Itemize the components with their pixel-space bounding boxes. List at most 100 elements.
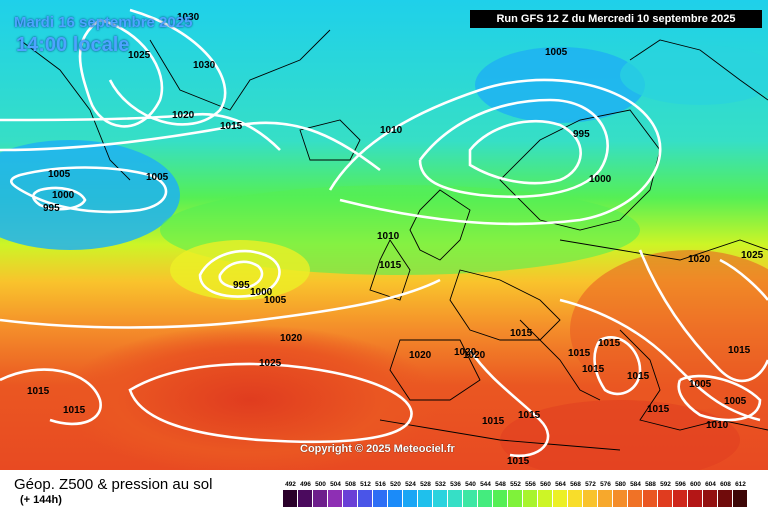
isobar-label: 1015 [568,348,591,359]
isobar-label: 1015 [728,345,751,356]
scale-tick-label: 540 [465,481,476,488]
isobar-label: 1005 [545,47,568,58]
isobar-label: 1015 [510,328,533,339]
isobar-label: 1005 [724,396,747,407]
isobar-label: 1015 [379,260,402,271]
isobar-label: 1015 [27,386,50,397]
isobar-label: 1000 [52,190,75,201]
isobar-995-west [31,186,87,211]
isobar-label: 1025 [128,50,151,61]
scale-tick-label: 592 [660,481,671,488]
isobar-label: 995 [233,280,250,291]
isobars [0,8,768,458]
isobar-label: 995 [573,129,590,140]
color-scale: 492 496 500 504 508 512 516 520 524 528 532 536 540 5… [283,481,747,507]
isobar-1025 [108,8,227,126]
forecast-map: 1030 1025 1030 1020 1015 1005 1000 995 1… [0,0,768,470]
isobar-label: 1020 [172,110,195,121]
isobar-label: 1015 [482,416,505,427]
isobar-1025-east [719,258,768,301]
isobar-label: 1020 [409,350,432,361]
scale-tick-label: 568 [570,481,581,488]
scale-tick-label: 528 [420,481,431,488]
high-area-southeast [500,400,740,470]
scale-tick-label: 532 [435,481,446,488]
isobar-1015-east [559,298,761,422]
isobar-label: 1025 [259,358,282,369]
high-core-southwest [60,325,440,470]
isobar-1000-north [468,119,582,185]
isobar-label: 1000 [589,174,612,185]
isobar-label: 1015 [598,338,621,349]
scale-swatch [673,490,687,507]
isobar-label: 1020 [463,350,486,361]
scale-tick-label: 524 [405,481,416,488]
scale-tick-label: 552 [510,481,521,488]
low-area-northeast [620,45,768,105]
scale-swatch [328,490,342,507]
scale-swatch [538,490,552,507]
legend-title: Géop. Z500 & pression au sol [14,476,213,493]
scale-swatch [583,490,597,507]
isobar-label: 1015 [647,404,670,415]
isobar-label: 1015 [627,371,650,382]
isobar-label: 1015 [582,364,605,375]
scale-swatch [703,490,717,507]
isobar-label: 995 [43,203,60,214]
forecast-date: Mardi 16 septembre 2025 [14,14,193,31]
isobar-label: 1020 [454,347,477,358]
isobar-1030 [78,18,164,128]
isobar-1015-med [468,349,550,458]
scale-swatch [553,490,567,507]
scale-swatch [343,490,357,507]
isobar-label: 1005 [689,379,712,390]
isobar-label: 1010 [377,231,400,242]
scale-tick-label: 604 [705,481,716,488]
isobar-labels: 1030 1025 1030 1020 1015 1005 1000 995 1… [27,12,764,467]
low-area-west [0,140,180,250]
scale-tick-label: 496 [300,481,311,488]
isobar-1020 [0,112,281,151]
isobar-label: 1015 [63,405,86,416]
scale-tick-label: 612 [735,481,746,488]
isobar-1015 [0,121,381,172]
scale-tick-label: 520 [390,481,401,488]
isobar-label: 1005 [264,295,287,306]
isobar-label: 1015 [518,410,541,421]
scale-swatch [688,490,702,507]
scale-tick-label: 508 [345,481,356,488]
isobar-label: 1030 [177,12,200,23]
scale-tick-label: 492 [285,481,296,488]
scale-tick-label: 572 [585,481,596,488]
scale-swatch [523,490,537,507]
isobar-1020-east [638,249,768,383]
isobar-label: 1030 [193,60,216,71]
scale-swatch [643,490,657,507]
scale-swatch [508,490,522,507]
coastlines [19,29,768,451]
copyright-notice: Copyright © 2025 Meteociel.fr [300,443,455,455]
forecast-time: 14:00 locale [16,34,130,56]
scale-swatch [403,490,417,507]
scale-tick-label: 548 [495,481,506,488]
scale-swatch [568,490,582,507]
scale-swatch [358,490,372,507]
legend-subtitle: (+ 144h) [20,494,62,506]
scale-tick-label: 576 [600,481,611,488]
isobar-1025-high [128,362,413,444]
scale-swatch [463,490,477,507]
isobar-1005-trough [198,249,281,298]
scale-tick-label: 504 [330,481,341,488]
scale-swatch [598,490,612,507]
scale-swatch [298,490,312,507]
isobar-label: 1005 [48,169,71,180]
scale-tick-label: 564 [555,481,566,488]
scale-swatch [313,490,327,507]
trough-yellow [170,240,310,300]
scale-tick-label: 512 [360,481,371,488]
isobar-label: 1000 [250,287,273,298]
scale-tick-label: 556 [525,481,536,488]
isobar-1010-north [328,78,662,226]
isobar-1020-south [0,278,441,329]
